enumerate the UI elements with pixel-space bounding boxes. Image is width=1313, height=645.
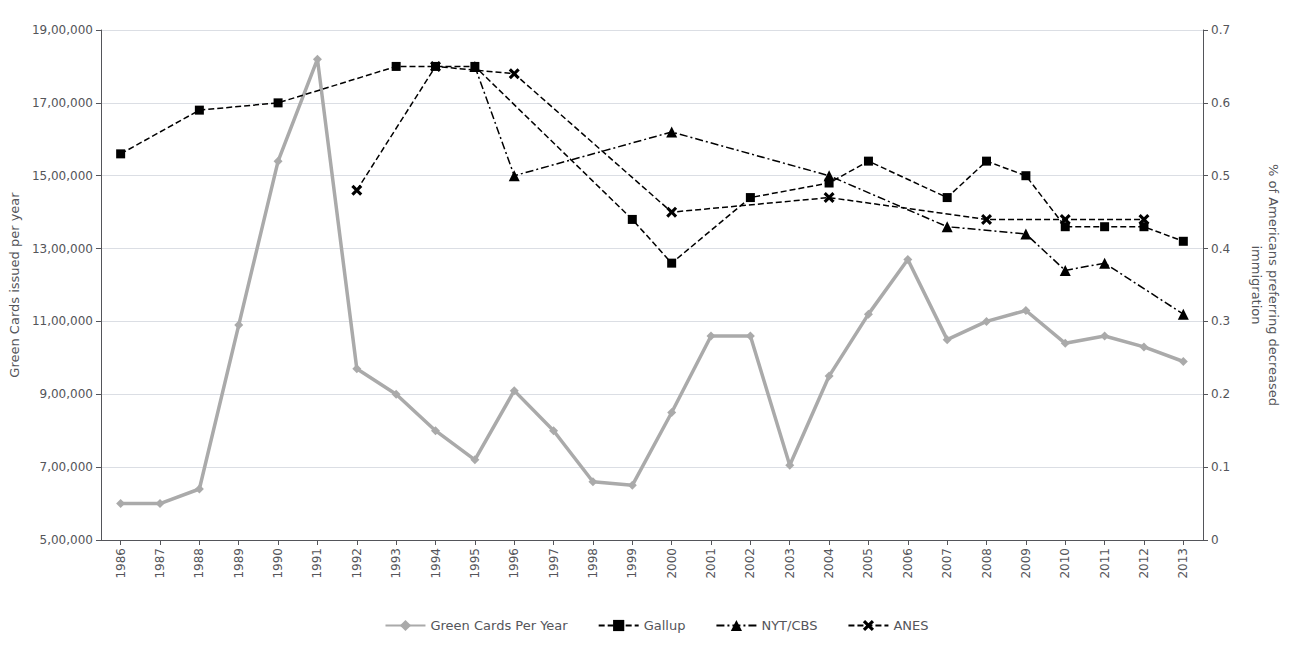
svg-text:0.4: 0.4: [1211, 242, 1230, 256]
svg-text:Green Cards issued per year: Green Cards issued per year: [7, 192, 22, 378]
svg-text:2012: 2012: [1137, 548, 1151, 579]
svg-text:NYT/CBS: NYT/CBS: [761, 618, 817, 633]
svg-text:13,00,000: 13,00,000: [32, 242, 93, 256]
svg-text:11,00,000: 11,00,000: [32, 314, 93, 328]
svg-text:2013: 2013: [1176, 548, 1190, 579]
svg-text:1994: 1994: [429, 548, 443, 579]
svg-text:1998: 1998: [586, 548, 600, 579]
svg-text:0.7: 0.7: [1211, 23, 1230, 37]
svg-text:2003: 2003: [783, 548, 797, 579]
svg-text:0.1: 0.1: [1211, 460, 1230, 474]
svg-text:2007: 2007: [940, 548, 954, 579]
svg-text:2001: 2001: [704, 548, 718, 579]
svg-text:2011: 2011: [1098, 548, 1112, 579]
svg-text:0: 0: [1211, 533, 1219, 547]
svg-text:9,00,000: 9,00,000: [40, 387, 93, 401]
svg-text:2006: 2006: [901, 548, 915, 579]
svg-text:0.5: 0.5: [1211, 169, 1230, 183]
svg-text:0.3: 0.3: [1211, 314, 1230, 328]
svg-text:1989: 1989: [232, 548, 246, 579]
svg-text:19,00,000: 19,00,000: [32, 23, 93, 37]
svg-text:1999: 1999: [625, 548, 639, 579]
svg-text:Green Cards Per Year: Green Cards Per Year: [430, 618, 568, 633]
svg-text:1995: 1995: [468, 548, 482, 579]
svg-text:1988: 1988: [192, 548, 206, 579]
svg-text:ANES: ANES: [893, 618, 928, 633]
svg-text:2010: 2010: [1058, 548, 1072, 579]
svg-text:1993: 1993: [389, 548, 403, 579]
svg-text:1992: 1992: [350, 548, 364, 579]
svg-text:1996: 1996: [507, 548, 521, 579]
svg-text:2002: 2002: [743, 548, 757, 579]
svg-text:15,00,000: 15,00,000: [32, 169, 93, 183]
svg-text:Gallup: Gallup: [644, 618, 686, 633]
svg-text:1997: 1997: [547, 548, 561, 579]
svg-text:7,00,000: 7,00,000: [40, 460, 93, 474]
svg-text:5,00,000: 5,00,000: [40, 533, 93, 547]
svg-text:17,00,000: 17,00,000: [32, 96, 93, 110]
svg-text:1990: 1990: [271, 548, 285, 579]
svg-text:2005: 2005: [861, 548, 875, 579]
svg-text:1986: 1986: [114, 548, 128, 579]
svg-text:1991: 1991: [310, 548, 324, 579]
svg-text:0.6: 0.6: [1211, 96, 1230, 110]
svg-text:immigration: immigration: [1249, 245, 1264, 324]
svg-text:2004: 2004: [822, 548, 836, 579]
svg-text:2009: 2009: [1019, 548, 1033, 579]
svg-text:1987: 1987: [153, 548, 167, 579]
svg-text:2000: 2000: [665, 548, 679, 579]
svg-text:0.2: 0.2: [1211, 387, 1230, 401]
svg-text:% of Americans preferring decr: % of Americans preferring decreased: [1266, 164, 1281, 406]
svg-text:2008: 2008: [980, 548, 994, 579]
